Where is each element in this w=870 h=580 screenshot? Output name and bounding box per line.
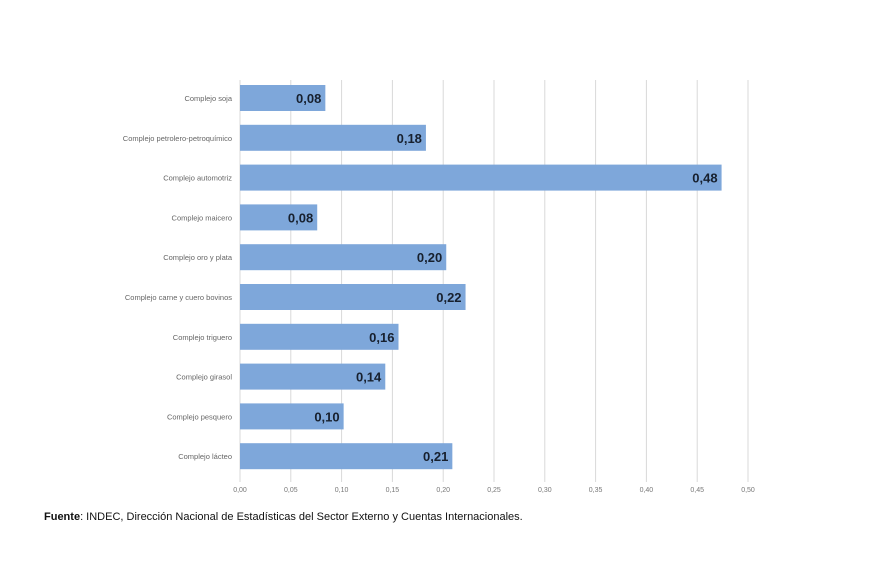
- bar: [240, 204, 318, 231]
- bar: [240, 244, 447, 271]
- category-label: Complejo soja: [184, 94, 232, 103]
- source-text: : INDEC, Dirección Nacional de Estadísti…: [80, 511, 523, 523]
- bar: [240, 124, 426, 151]
- bar: [240, 323, 399, 350]
- x-tick-label: 0,25: [487, 487, 501, 494]
- x-tick-label: 0,10: [335, 487, 349, 494]
- category-label: Complejo pesquero: [167, 412, 232, 421]
- data-label: 0,14: [356, 370, 382, 385]
- x-tick-label: 0,50: [741, 487, 755, 494]
- x-tick-label: 0,35: [589, 487, 603, 494]
- category-label: Complejo lácteo: [178, 452, 232, 461]
- x-tick-label: 0,45: [690, 487, 704, 494]
- category-label: Complejo oro y plata: [163, 253, 233, 262]
- bar: [240, 284, 466, 310]
- x-tick-label: 0,20: [436, 487, 450, 494]
- bar: [240, 443, 453, 470]
- bar: [240, 85, 326, 111]
- data-label: 0,08: [288, 210, 313, 225]
- source-label: Fuente: [44, 511, 81, 523]
- category-label: Complejo triguero: [173, 333, 232, 342]
- data-label: 0,21: [423, 449, 448, 464]
- category-label: Complejo girasol: [176, 373, 232, 382]
- data-label: 0,16: [369, 330, 394, 345]
- category-label: Complejo carne y cuero bovinos: [125, 293, 232, 302]
- bar: [240, 363, 386, 390]
- data-label: 0,22: [436, 290, 461, 305]
- data-label: 0,08: [296, 91, 321, 106]
- data-label: 0,20: [417, 250, 442, 265]
- category-label: Complejo automotriz: [163, 174, 232, 183]
- category-label: Complejo maicero: [172, 213, 232, 222]
- x-tick-label: 0,00: [233, 487, 247, 494]
- data-label: 0,18: [397, 131, 422, 146]
- bar-chart: 0,00 0,05 0,10 0,15 0,20 0,25 0,30 0,35 0,40 0,45…: [123, 80, 755, 494]
- bar: [240, 164, 722, 191]
- data-label: 0,48: [692, 171, 717, 186]
- x-tick-label: 0,15: [386, 487, 400, 494]
- x-tick-label: 0,40: [640, 487, 654, 494]
- bar: [240, 403, 344, 430]
- x-tick-label: 0,30: [538, 487, 552, 494]
- x-tick-label: 0,05: [284, 487, 298, 494]
- data-label: 0,10: [314, 409, 339, 424]
- source-note: Fuente: INDEC, Dirección Nacional de Est…: [44, 511, 523, 523]
- category-label: Complejo petrolero-petroquímico: [123, 134, 232, 143]
